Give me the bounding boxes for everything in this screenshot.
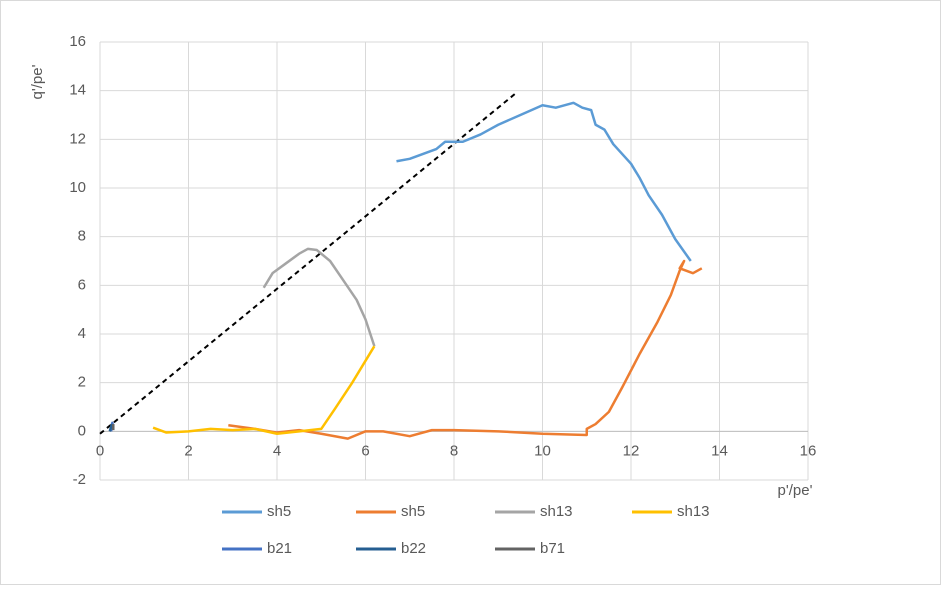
- x-tick-label: 6: [361, 442, 369, 459]
- legend-label: sh5: [401, 503, 425, 520]
- legend-label: sh13: [677, 503, 710, 520]
- y-axis-label: q'/pe': [29, 64, 46, 99]
- x-axis-label: p'/pe': [778, 482, 813, 499]
- y-tick-label: 2: [78, 374, 86, 391]
- y-tick-label: 16: [69, 33, 86, 50]
- y-tick-label: 4: [78, 325, 86, 342]
- x-tick-label: 0: [96, 442, 104, 459]
- series-line: [108, 423, 114, 432]
- series-line: [396, 101, 692, 262]
- series-line: [152, 345, 376, 436]
- y-tick-label: 12: [69, 130, 86, 147]
- legend-label: sh13: [540, 503, 573, 520]
- y-tick-label: -2: [73, 471, 86, 488]
- y-tick-label: 10: [69, 179, 86, 196]
- legend-label: b21: [267, 540, 292, 557]
- x-tick-label: 12: [623, 442, 640, 459]
- x-tick-label: 10: [534, 442, 551, 459]
- y-tick-label: 8: [78, 228, 86, 245]
- x-tick-label: 4: [273, 442, 281, 459]
- legend-label: b71: [540, 540, 565, 557]
- y-tick-label: 0: [78, 422, 86, 439]
- legend-label: sh5: [267, 503, 291, 520]
- y-tick-label: 6: [78, 276, 86, 293]
- x-tick-label: 16: [800, 442, 817, 459]
- x-tick-label: 14: [711, 442, 728, 459]
- x-tick-label: 2: [184, 442, 192, 459]
- series-line: [262, 247, 376, 347]
- legend-label: b22: [401, 540, 426, 557]
- y-tick-label: 14: [69, 82, 86, 99]
- x-tick-label: 8: [450, 442, 458, 459]
- series-line: [228, 259, 703, 440]
